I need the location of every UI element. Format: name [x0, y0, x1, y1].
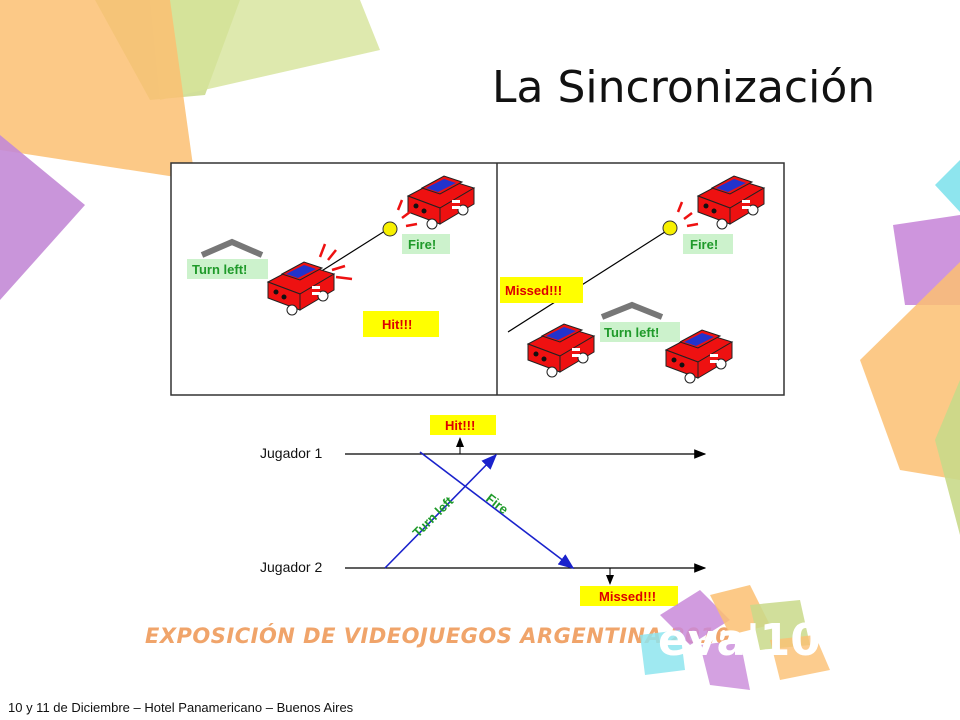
- missed-event-box: [580, 586, 678, 606]
- fire-label: Fire!: [690, 237, 718, 252]
- car-scenario-panels: Turn left! Fire! Hit!!! Fire! Missed!!! …: [170, 162, 785, 396]
- eva-logo: eva'10: [640, 585, 830, 690]
- impact-marks-icon: [318, 199, 418, 281]
- hit-event-label: Hit!!!: [445, 418, 475, 433]
- right-scenario: Fire! Missed!!! Turn left!: [500, 175, 765, 384]
- missed-label: Missed!!!: [505, 283, 562, 298]
- slide-title: La Sincronización: [492, 62, 876, 113]
- timing-diagram: Jugador 1 Jugador 2 Turn left Fire Hit!!…: [260, 415, 707, 606]
- turn-left-label-box: [187, 259, 268, 279]
- fire-label-box: [683, 234, 733, 254]
- bullet-icon: [662, 220, 678, 236]
- expo-banner: EXPOSICIÓN DE VIDEOJUEGOS ARGENTINA 2010: [145, 624, 731, 648]
- turn-chevron-icon: [200, 238, 264, 258]
- turn-left-label: Turn left!: [192, 262, 247, 277]
- turn-chevron-icon: [600, 301, 664, 320]
- footer-text: 10 y 11 de Diciembre – Hotel Panamerican…: [8, 700, 354, 715]
- turn-left-label: Turn left!: [604, 325, 659, 340]
- player1-label: Jugador 1: [260, 445, 322, 461]
- muzzle-marks-icon: [676, 201, 699, 228]
- player2-label: Jugador 2: [260, 559, 322, 575]
- bullet-icon: [382, 221, 398, 237]
- turn-left-label-box: [600, 322, 680, 342]
- hit-label-box: [363, 311, 439, 337]
- fire-message-arrow: [419, 451, 575, 569]
- turn-left-message-arrow: [384, 453, 498, 569]
- shot-line: [319, 228, 389, 273]
- missed-label-box: [500, 277, 583, 303]
- hit-label: Hit!!!: [382, 317, 412, 332]
- fire-label: Fire!: [408, 237, 436, 252]
- left-scenario: Turn left! Fire! Hit!!!: [187, 175, 475, 337]
- logo-text: eva'10: [658, 615, 821, 666]
- missed-shot-line: [507, 229, 669, 333]
- fire-message-label: Fire: [483, 491, 511, 517]
- missed-event-label: Missed!!!: [599, 589, 656, 604]
- fire-label-box: [402, 234, 450, 254]
- hit-event-box: [430, 415, 496, 435]
- turn-left-message-label: Turn left: [410, 493, 457, 540]
